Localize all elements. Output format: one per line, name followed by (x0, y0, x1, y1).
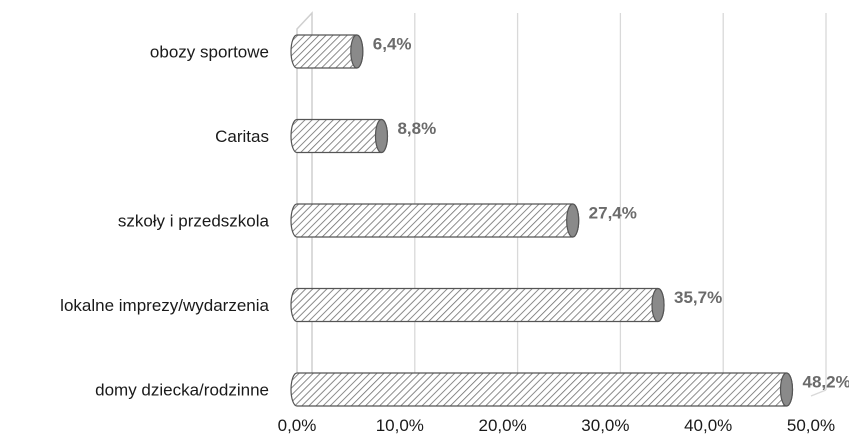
data-label: 48,2% (802, 373, 849, 392)
data-label: 27,4% (589, 204, 637, 223)
data-label: 35,7% (674, 288, 722, 307)
x-tick-label: 30,0% (581, 416, 629, 435)
category-label: Caritas (215, 127, 269, 146)
bar (290, 34, 364, 69)
bar-end-cap (651, 287, 665, 323)
category-labels: obozy sportowe Caritas szkoły i przedszkol… (60, 43, 269, 400)
bar-body (290, 372, 794, 407)
bar-body (290, 203, 580, 238)
x-tick-label: 10,0% (376, 416, 424, 435)
bar (290, 203, 580, 238)
bar-end-cap (374, 118, 389, 154)
category-label: domy dziecka/rodzinne (95, 381, 269, 400)
bar-body (290, 287, 665, 323)
data-label: 8,8% (397, 119, 436, 138)
bar-body (290, 118, 389, 154)
x-tick-label: 40,0% (684, 416, 732, 435)
data-labels: 6,4% 8,8% 27,4% 35,7% 48,2% (373, 35, 849, 392)
x-tick-label: 20,0% (478, 416, 526, 435)
bars (290, 34, 794, 407)
bar-end-cap (779, 372, 794, 407)
x-tick-labels: 0,0% 10,0% 20,0% 30,0% 40,0% 50,0% (278, 416, 835, 435)
gridline-floor (810, 389, 827, 397)
bar (290, 287, 665, 323)
bar-end-cap (566, 203, 580, 238)
bar-end-cap (350, 34, 364, 69)
x-tick-label: 0,0% (278, 416, 317, 435)
data-label: 6,4% (373, 35, 412, 54)
category-label: lokalne imprezy/wydarzenia (60, 296, 269, 315)
x-tick-label: 50,0% (787, 416, 835, 435)
category-label: obozy sportowe (150, 43, 269, 62)
category-label: szkoły i przedszkola (118, 212, 270, 231)
bar (290, 372, 794, 407)
bar (290, 118, 389, 154)
